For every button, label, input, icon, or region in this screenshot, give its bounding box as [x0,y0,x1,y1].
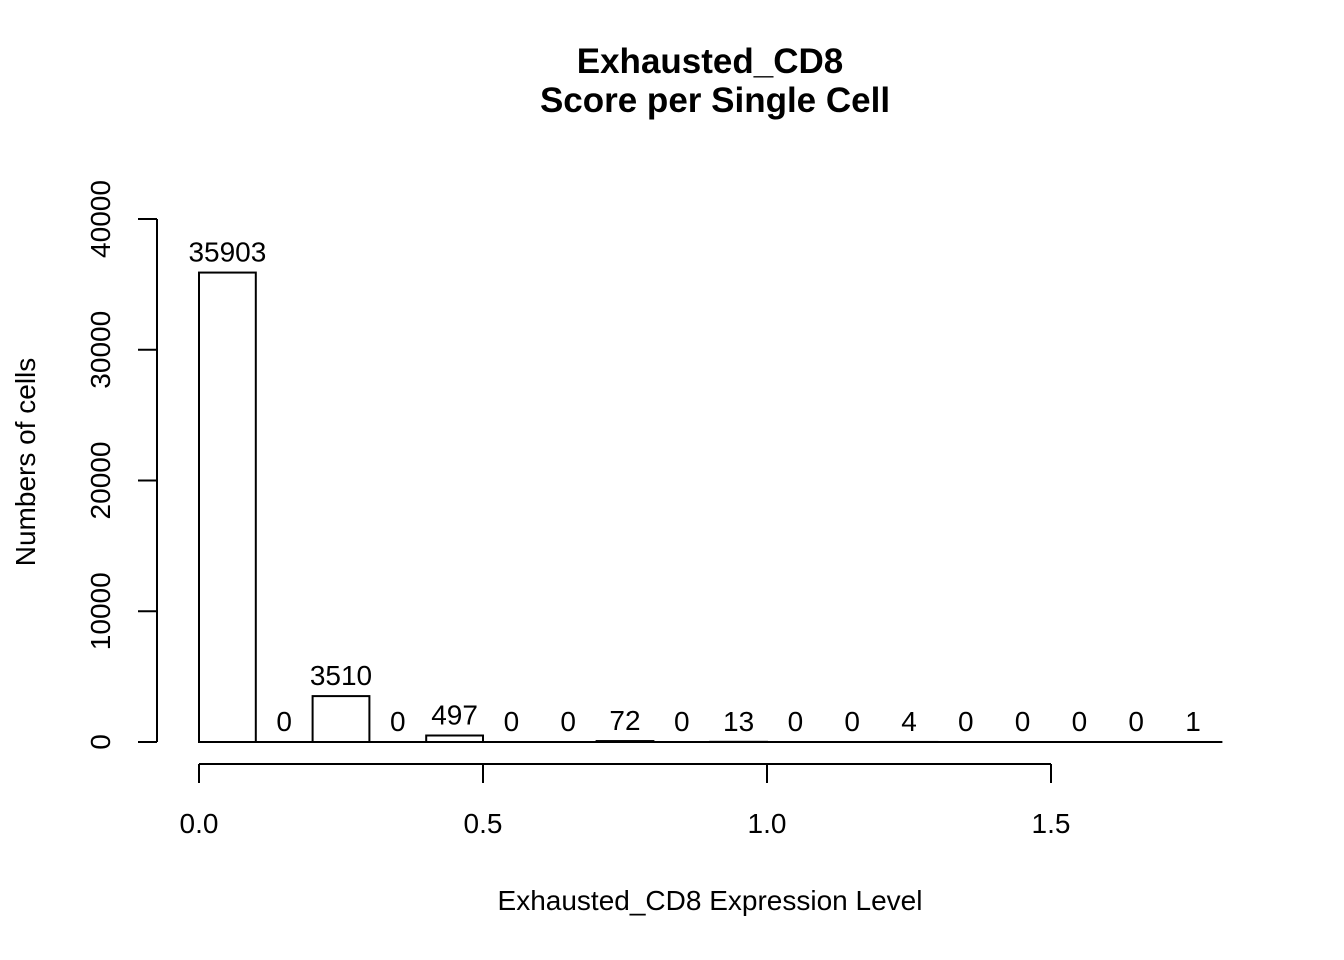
bar-value-label: 35903 [188,237,266,268]
y-tick-label: 20000 [85,442,116,520]
bar-value-label: 0 [1128,706,1144,737]
y-tick-label: 30000 [85,311,116,389]
bar-value-label: 0 [674,706,690,737]
x-tick-label: 0.5 [464,808,503,839]
x-axis: 0.0 0.5 1.0 1.5 [180,763,1071,839]
x-tick-label: 1.5 [1032,808,1071,839]
chart-subtitle: Score per Single Cell [540,81,890,120]
x-tick-label: 0.0 [180,808,219,839]
bar-value-label: 0 [504,706,520,737]
bar-value-label: 497 [431,700,478,731]
bar-value-label: 0 [844,706,860,737]
histogram-bar [595,740,655,743]
x-axis-label: Exhausted_CD8 Expression Level [498,885,923,916]
histogram-bar [311,695,371,743]
y-tick-label: 10000 [85,572,116,650]
y-tick-label: 0 [85,734,116,750]
bar-value-label: 1 [1185,706,1201,737]
y-axis: 0 10000 20000 30000 40000 [85,180,158,750]
bar-value-label: 4 [901,706,917,737]
bar-value-label: 0 [958,706,974,737]
bar-value-label: 0 [390,706,406,737]
bar-value-label: 0 [276,706,292,737]
histogram-bar [198,271,257,743]
x-tick-label: 1.0 [748,808,787,839]
bar-value-label: 3510 [310,660,372,691]
bar-value-label: 0 [560,706,576,737]
y-axis-label: Numbers of cells [10,358,41,567]
bar-value-label: 0 [788,706,804,737]
histogram-bar [425,734,485,743]
bars-group [198,271,1223,744]
chart-title: Exhausted_CD8 [577,42,843,81]
bar-value-label: 0 [1072,706,1088,737]
bar-value-label: 0 [1015,706,1031,737]
bar-value-label: 13 [723,706,754,737]
bar-labels-group: 35903 0 3510 0 497 0 0 72 0 13 0 0 4 0 0 0 0 1 [188,237,1200,737]
y-tick-label: 40000 [85,180,116,258]
bar-value-label: 72 [609,705,640,736]
